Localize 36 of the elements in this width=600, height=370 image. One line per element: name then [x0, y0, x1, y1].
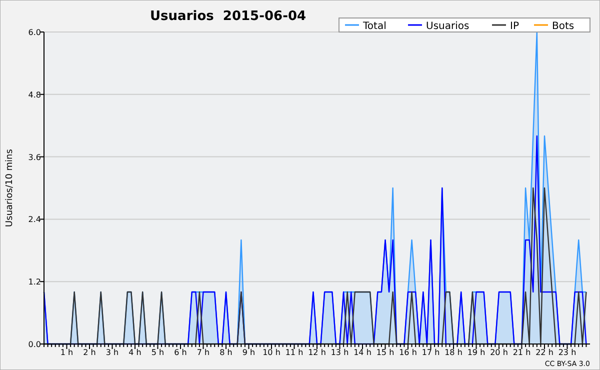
y-tick-label: 1.2 [28, 278, 41, 287]
x-tick-label: 4 h [128, 348, 142, 357]
y-tick-label: 6.0 [28, 28, 41, 37]
x-tick-label: 22 h [536, 348, 554, 357]
x-tick-label: 12 h [308, 348, 326, 357]
x-tick-label: 9 h [242, 348, 256, 357]
legend-label: Usuarios [426, 21, 470, 32]
x-tick-label: 20 h [490, 348, 508, 357]
x-tick-label: 1 h [60, 348, 74, 357]
x-tick-label: 10 h [262, 348, 280, 357]
chart-title: Usuarios 2015-06-04 [150, 9, 306, 24]
y-axis-title: Usuarios/10 mins [5, 148, 15, 227]
x-tick-label: 11 h [285, 348, 304, 357]
x-tick-label: 18 h [444, 348, 462, 357]
x-tick-label: 19 h [467, 348, 486, 357]
x-tick-label: 14 h [354, 348, 372, 357]
x-tick-label: 7 h [196, 348, 210, 357]
line-series [43, 135, 587, 345]
x-tick-label: 21 h [512, 348, 531, 357]
x-tick-label: 23 h [558, 348, 576, 357]
x-tick-label: 15 h [376, 348, 394, 357]
x-tick-label: 16 h [399, 348, 417, 357]
legend-label: Total [362, 21, 386, 32]
x-tick-label: 2 h [83, 348, 96, 357]
y-tick-label: 2.4 [28, 215, 41, 224]
x-tick-label: 17 h [422, 348, 440, 357]
x-tick-label: 8 h [220, 348, 232, 357]
legend-label: Bots [552, 21, 574, 32]
legend-label: IP [510, 21, 519, 32]
y-tick-label: 0.0 [28, 340, 41, 349]
x-tick-label: 5 h [151, 348, 164, 357]
x-tick-label: 13 h [330, 348, 349, 357]
y-tick-label: 4.8 [28, 90, 41, 100]
x-tick-label: 3 h [106, 348, 119, 357]
y-tick-label: 3.6 [28, 152, 41, 162]
x-tick-label: 6 h [174, 348, 187, 357]
